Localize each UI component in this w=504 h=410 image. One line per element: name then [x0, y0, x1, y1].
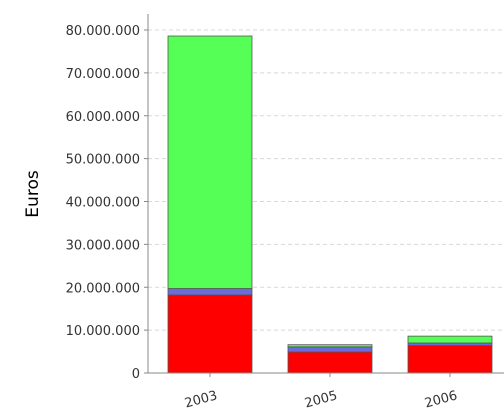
x-tick-label: 2003	[183, 388, 219, 410]
y-tick-label: 0	[132, 367, 140, 382]
y-axis-ticks: 0 10.000.000 20.000.000 30.000.000 40.000.00…	[66, 24, 148, 382]
y-tick-label: 40.000.000	[66, 196, 140, 211]
y-tick-label: 50.000.000	[66, 153, 140, 168]
bars	[167, 35, 493, 374]
x-axis-ticks: 2003 2005 2006	[183, 373, 459, 410]
bar-segment-2005-1	[287, 346, 373, 353]
bar-segment-2003-1	[167, 288, 253, 296]
y-tick-label: 60.000.000	[66, 110, 140, 125]
bar-segment-2006-2	[407, 335, 493, 344]
y-axis-title: Euros	[23, 170, 43, 218]
bar-segment-2005-0	[287, 351, 373, 374]
x-tick-label: 2006	[423, 388, 459, 410]
y-tick-label: 10.000.000	[66, 324, 140, 339]
bar-segment-2003-0	[167, 294, 253, 374]
bar-segment-2005-2	[287, 344, 373, 348]
y-tick-label: 80.000.000	[66, 24, 140, 39]
x-tick-label: 2005	[303, 388, 339, 410]
bar-segment-2006-0	[407, 345, 493, 374]
y-tick-label: 20.000.000	[66, 281, 140, 296]
y-tick-label: 70.000.000	[66, 67, 140, 82]
bar-segment-2003-2	[167, 35, 253, 289]
y-tick-label: 30.000.000	[66, 238, 140, 253]
